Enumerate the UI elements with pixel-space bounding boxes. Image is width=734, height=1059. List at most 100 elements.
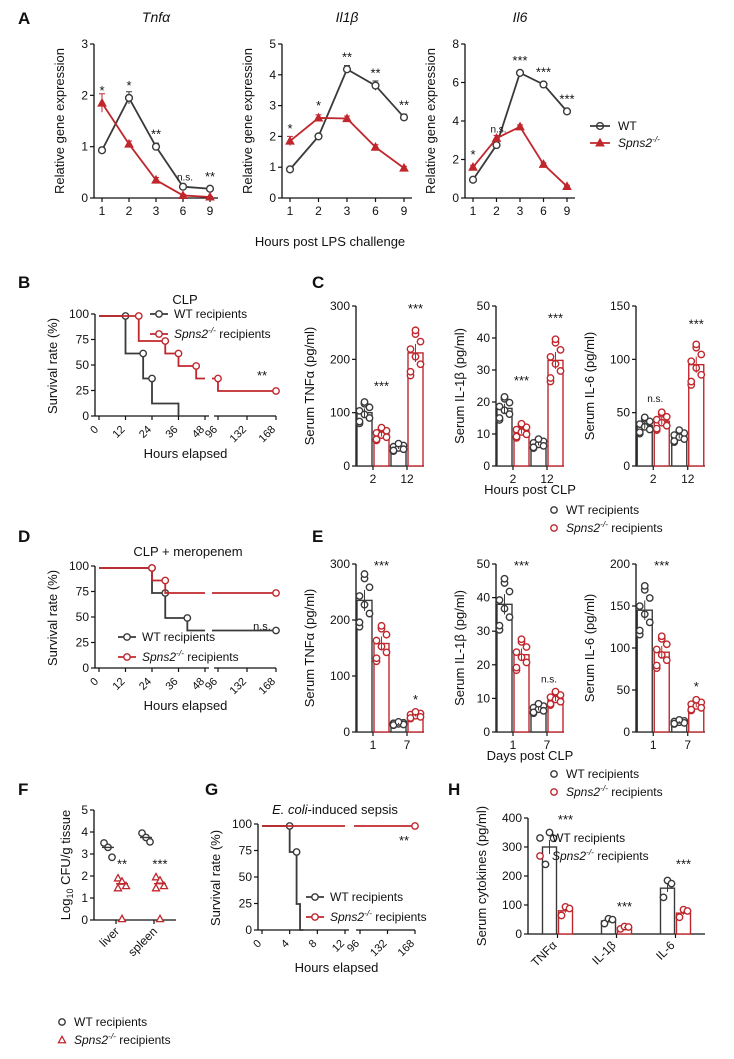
C2-data-point [556,367,565,375]
panel-label-A: A [18,9,30,28]
E3-data-point [635,602,644,611]
panel-label-G: G [205,780,218,799]
D-survival-curve-1 [99,567,205,594]
E1-significance: *** [374,558,389,573]
A3-significance: n.s. [490,124,506,135]
D-significance: n.s. [253,621,271,633]
D-censor-mark-0 [183,614,192,622]
y-axis-label-G: Survival rate (%) [208,830,223,926]
F-data-point [146,838,154,846]
D-x-tick-label: 12 [110,676,127,693]
H-data-point [667,879,676,888]
A3-point-1 [515,121,525,131]
H-data-point [549,834,558,843]
C2-y-tick-label: 50 [477,299,491,313]
B-x-tick-label: 132 [228,424,249,445]
E3-data-point [657,632,666,641]
C2-y-tick-label: 10 [477,427,491,441]
C3-data-point [657,408,666,417]
y-axis-label-A2: Relative gene expression [240,48,255,194]
C2-x-tick-label: 2 [510,472,517,486]
A2-y-tick-label: 4 [269,68,276,82]
E3-significance: * [694,679,699,694]
y-axis-label-F: Log10 CFU/g tissue [58,810,75,920]
y-axis-label-A3: Relative gene expression [423,48,438,194]
E3-x-tick-label: 7 [684,738,691,752]
C3-significance: n.s. [647,394,663,405]
A2-point-0 [399,113,409,122]
E2-y-tick-label: 40 [477,591,491,605]
A2-x-tick-label: 2 [315,204,322,218]
C3-data-point [662,421,671,430]
A1-significance: n.s. [177,173,193,184]
B-x-tick-label: 12 [110,424,127,441]
y-axis-label-H: Serum cytokines (pg/ml) [474,806,489,946]
A3-significance: *** [559,91,574,106]
E2-significance: *** [514,558,529,573]
legend-label-H-ko: Spns2-/- recipients [552,847,649,863]
A3-significance: *** [512,53,527,68]
E3-data-point [670,719,679,728]
A1-x-tick-label: 2 [126,204,133,218]
H-significance: *** [558,812,573,827]
E1-data-point [382,630,391,639]
legend-marker-B-ko [155,330,163,338]
C1-x-tick-label: 12 [400,472,414,486]
legend-label-G-ko: Spns2-/- recipients [330,908,427,924]
H-x-tick-label: TNFα [528,938,559,969]
C1-x-tick-label: 2 [370,472,377,486]
F-data-point [113,873,123,882]
C2-data-point [495,414,504,422]
D-y-tick-label: 0 [82,661,89,675]
F-data-point [113,883,123,892]
A3-point-0 [492,140,501,150]
legend-label-D-ko: Spns2-/- recipients [142,648,239,664]
legend-label-F-ko: Spns2-/- recipients [74,1031,171,1047]
C1-data-point [416,337,425,346]
A3-point-1 [468,161,478,171]
C3-data-point [692,340,701,349]
B-x-tick-label: 36 [163,424,180,441]
B-censor-mark-1 [192,362,201,370]
E2-x-tick-label: 1 [510,738,517,752]
F-data-point [108,853,116,862]
D-end-mark-0 [272,626,280,635]
F-y-tick-label: 1 [81,891,88,905]
E3-data-point [697,703,706,712]
B-significance: ** [257,368,267,383]
A2-x-tick-label: 1 [287,204,294,218]
A3-point-0 [539,80,548,89]
A2-y-tick-label: 0 [269,191,276,205]
F-y-tick-label: 0 [81,913,88,927]
B-survival-curve-1 [99,315,205,380]
H-data-point [659,893,668,902]
A2-significance: * [316,98,321,113]
B-y-tick-label: 75 [76,333,90,347]
y-axis-label-C2: Serum IL-1β (pg/ml) [452,328,467,444]
E1-data-point [355,618,364,627]
G-y-tick-label: 50 [239,870,253,884]
C2-y-tick-label: 40 [477,331,491,345]
panel-label-E: E [312,527,323,546]
C2-data-point [546,374,555,382]
C1-data-point [365,414,374,422]
D-x-tick-label: 168 [257,676,278,697]
y-axis-label-A1: Relative gene expression [52,48,67,194]
E2-data-point [534,699,543,708]
A2-y-tick-label: 2 [269,129,276,143]
E2-data-point [512,648,521,657]
A3-point-1 [538,159,549,168]
C1-data-point [360,398,369,406]
C3-y-tick-label: 50 [617,406,631,420]
D-y-tick-label: 75 [76,585,90,599]
C3-data-point [635,428,644,437]
F-y-tick-label: 3 [81,847,88,861]
panel-label-H: H [448,780,460,799]
x-axis-label-C: Hours post CLP [484,482,576,497]
E3-data-point [662,640,671,649]
B-censor-mark-1 [134,312,143,320]
H-data-point [557,911,566,920]
legend-label-A-ko: Spns2-/- [618,134,660,150]
A3-y-tick-label: 2 [452,153,459,167]
